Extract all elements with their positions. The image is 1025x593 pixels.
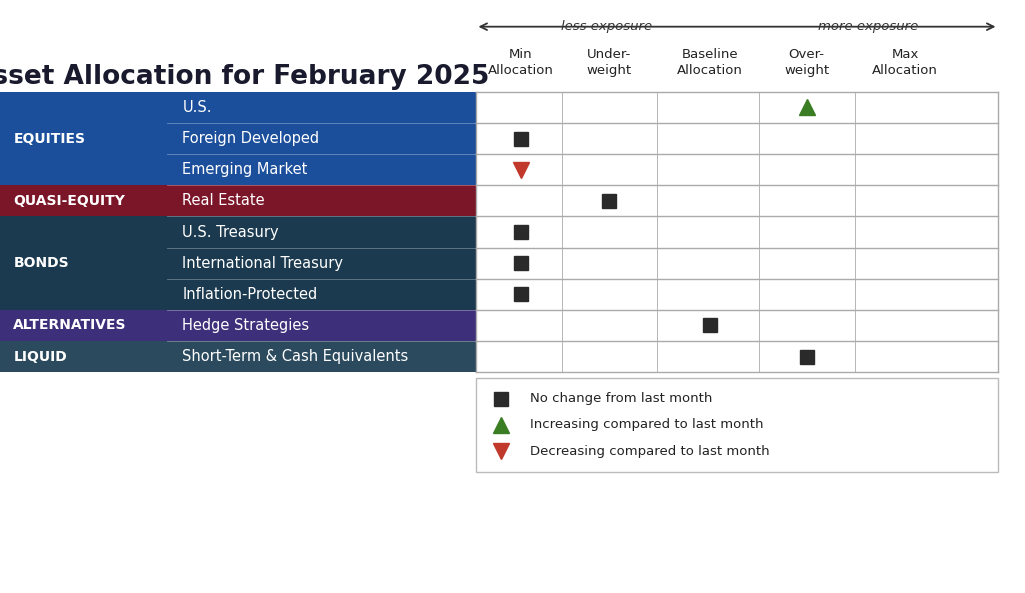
Text: U.S. Treasury: U.S. Treasury: [182, 225, 279, 240]
Bar: [0, 92, 476, 123]
Text: Emerging Market: Emerging Market: [182, 162, 308, 177]
Text: QUASI-EQUITY: QUASI-EQUITY: [13, 194, 125, 208]
Text: less exposure: less exposure: [561, 20, 652, 33]
Bar: [476, 378, 998, 472]
Text: Decreasing compared to last month: Decreasing compared to last month: [530, 445, 770, 458]
Text: International Treasury: International Treasury: [182, 256, 343, 270]
Text: No change from last month: No change from last month: [530, 392, 712, 405]
Text: Max
Allocation: Max Allocation: [872, 48, 938, 76]
Text: more exposure: more exposure: [818, 20, 917, 33]
Bar: [0, 248, 476, 279]
Text: EQUITIES: EQUITIES: [13, 132, 85, 146]
Bar: [0, 123, 476, 154]
Text: Short-Term & Cash Equivalents: Short-Term & Cash Equivalents: [182, 349, 409, 364]
Bar: [0, 154, 476, 185]
Text: Asset Allocation for February 2025: Asset Allocation for February 2025: [0, 64, 489, 90]
Text: Hedge Strategies: Hedge Strategies: [182, 318, 310, 333]
Bar: [0, 310, 476, 341]
Text: ALTERNATIVES: ALTERNATIVES: [13, 318, 127, 333]
Bar: [0, 185, 476, 216]
Text: Over-
weight: Over- weight: [784, 48, 829, 76]
Text: Real Estate: Real Estate: [182, 193, 265, 208]
Bar: [0, 216, 476, 248]
Text: Inflation-Protected: Inflation-Protected: [182, 287, 318, 302]
Text: U.S.: U.S.: [182, 100, 212, 115]
Text: Under-
weight: Under- weight: [586, 48, 631, 76]
Bar: [0, 279, 476, 310]
Text: LIQUID: LIQUID: [13, 349, 67, 364]
Text: Baseline
Allocation: Baseline Allocation: [678, 48, 743, 76]
Text: Min
Allocation: Min Allocation: [488, 48, 554, 76]
Text: BONDS: BONDS: [13, 256, 69, 270]
Text: Increasing compared to last month: Increasing compared to last month: [530, 419, 764, 431]
Text: Foreign Developed: Foreign Developed: [182, 131, 320, 146]
Bar: [0, 341, 476, 372]
